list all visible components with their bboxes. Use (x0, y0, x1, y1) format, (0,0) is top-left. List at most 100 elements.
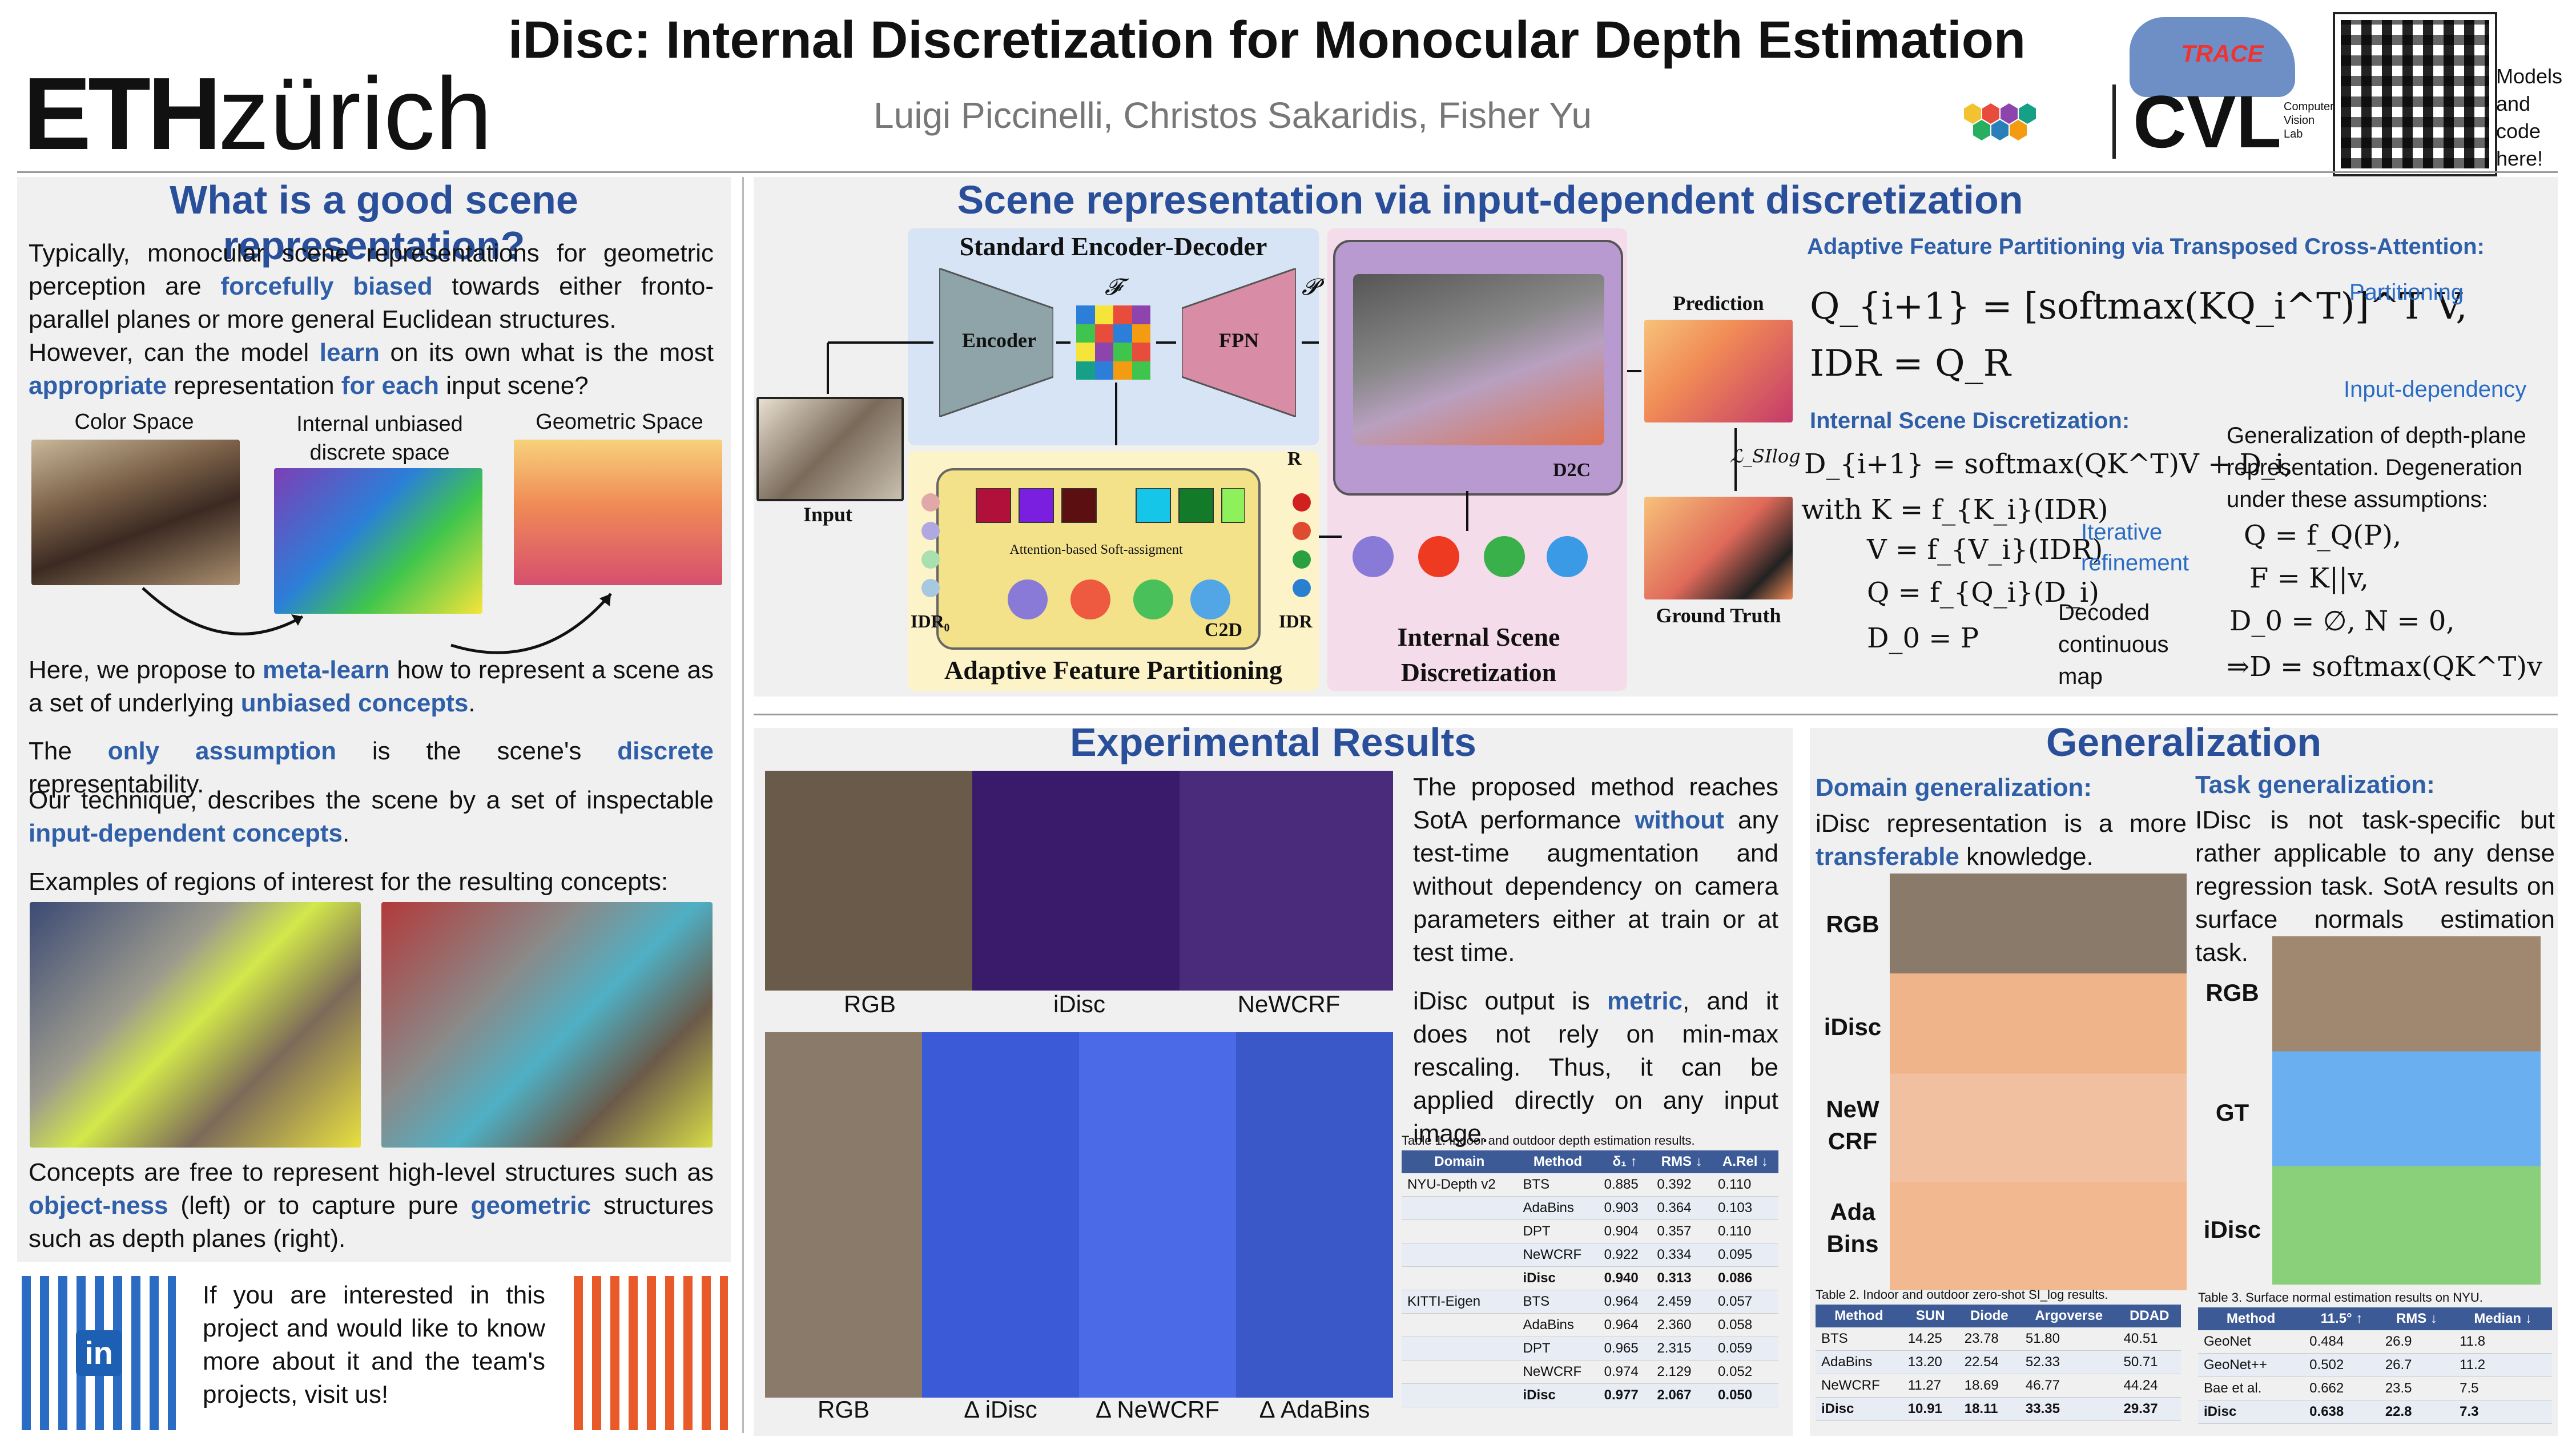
table-row: NeWCRF 0.974 2.129 0.052 (1402, 1360, 1778, 1384)
indoor-results-image (765, 1032, 1393, 1398)
table-row: NeWCRF 11.27 18.69 46.77 44.24 (1816, 1374, 2181, 1398)
table-cell: 7.3 (2454, 1400, 2552, 1424)
table-cell: KITTI-Eigen (1402, 1290, 1518, 1314)
row-idisc-2: iDisc (2203, 1216, 2261, 1243)
table-cell: 0.940 (1598, 1266, 1652, 1290)
table-cell: 0.086 (1712, 1266, 1778, 1290)
idr-label: IDR (1279, 611, 1313, 631)
label-discrete-space: Internal unbiased discrete space (296, 412, 463, 465)
geometric-space-image (514, 440, 722, 585)
table-cell (1402, 1196, 1518, 1220)
table-header-row: Method SUN Diode Argoverse DDAD (1816, 1305, 2181, 1327)
table-row: AdaBins 0.964 2.360 0.058 (1402, 1313, 1778, 1337)
models-note: Models and code here! (2496, 65, 2563, 170)
contact-text: If you are interested in this project an… (203, 1281, 545, 1408)
table-header-cell: Domain (1402, 1150, 1518, 1173)
table-cell: 23.5 (2379, 1376, 2454, 1400)
r-label: R (1287, 448, 1302, 469)
p-symbol: 𝓟 (1302, 274, 1318, 300)
table-cell (1402, 1360, 1518, 1384)
table-cell: 0.059 (1712, 1337, 1778, 1361)
eq-6: Q = f_{Q_i}(D_i) (1867, 577, 2099, 609)
table-row: DPT 0.904 0.357 0.110 (1402, 1219, 1778, 1243)
encoder-shape (939, 268, 1053, 417)
table-cell: 44.24 (2118, 1374, 2181, 1398)
row-newcrf: NeW CRF (1826, 1096, 1879, 1154)
table-header-cell: δ₁ ↑ (1598, 1150, 1652, 1173)
table-header-cell: Method (2198, 1307, 2304, 1330)
fpn-shape (1182, 268, 1296, 417)
domain-gen-images (1890, 874, 2187, 1290)
table-cell: 22.8 (2379, 1400, 2454, 1424)
qr-linkedin[interactable]: in (22, 1276, 176, 1430)
objectness-examples-image (30, 902, 361, 1148)
eq-9: F = K||v, (2249, 562, 2369, 594)
table-row: iDisc 10.91 18.11 33.35 29.37 (1816, 1397, 2181, 1421)
table-cell (1402, 1383, 1518, 1407)
table-cell: 46.77 (2019, 1374, 2118, 1398)
table-cell: 7.5 (2454, 1376, 2552, 1400)
table-cell: 11.2 (2454, 1353, 2552, 1377)
table-cell: 0.903 (1598, 1196, 1652, 1220)
col-rgb-2: RGB (817, 1396, 870, 1423)
honeycomb-icon (1964, 103, 2036, 140)
eq-11: ⇒D = softmax(QK^T)v (2227, 651, 2543, 683)
eq-5: V = f_{V_i}(IDR) (1867, 534, 2103, 566)
idr0-label: IDR₀ (911, 611, 950, 631)
left-section-title: What is a good scene representation? (170, 178, 578, 268)
table-cell: 0.904 (1598, 1219, 1652, 1243)
col-delta-idisc: Δ iDisc (964, 1396, 1037, 1423)
table-cell: 26.9 (2379, 1330, 2454, 1354)
linkedin-icon: in (76, 1330, 122, 1376)
table2: Method SUN Diode Argoverse DDAD BTS 14.25 23.78… (1816, 1305, 2181, 1421)
label-geometric-space: Geometric Space (536, 410, 703, 434)
poster-title: iDisc: Internal Discretization for Monoc… (508, 11, 2026, 69)
table-cell: 0.484 (2304, 1330, 2380, 1354)
flow-arrows (142, 587, 612, 654)
table-row: iDisc 0.977 2.067 0.050 (1402, 1383, 1778, 1407)
table-cell: 0.110 (1712, 1219, 1778, 1243)
table-row: NeWCRF 0.922 0.334 0.095 (1402, 1243, 1778, 1267)
domain-heading: Domain generalization: (1816, 774, 2092, 802)
table-cell: NeWCRF (1517, 1360, 1599, 1384)
table-cell: 50.71 (2118, 1350, 2181, 1374)
task-text: IDisc is not task-specific but rather ap… (2195, 806, 2555, 967)
table-cell: 0.110 (1712, 1173, 1778, 1197)
table3: Method 11.5° ↑ RMS ↓ Median ↓ GeoNet 0.484 26.… (2198, 1307, 2552, 1424)
table1: Domain Method δ₁ ↑ RMS ↓ A.Rel ↓ NYU-Depth v2… (1402, 1150, 1778, 1407)
col-delta-adabins: Δ AdaBins (1259, 1396, 1370, 1423)
afp-title: Adaptive Feature Partitioning (944, 655, 1282, 685)
d2c-visual (1353, 274, 1604, 445)
partitioning-label: Partitioning (2349, 280, 2464, 305)
afp-heading: Adaptive Feature Partitioning via Transp… (1807, 234, 2485, 259)
table-cell: 0.964 (1598, 1313, 1652, 1337)
generalization-title: Generalization (2046, 720, 2322, 764)
table-row: KITTI-Eigen BTS 0.964 2.459 0.057 (1402, 1290, 1778, 1314)
table-header-cell: Method (1816, 1305, 1902, 1327)
cvl-logo: CVL (2112, 84, 2281, 159)
table-cell: iDisc (1517, 1266, 1599, 1290)
prediction-label: Prediction (1673, 292, 1764, 315)
table-cell: NeWCRF (1517, 1243, 1599, 1267)
table-cell: 2.315 (1651, 1337, 1713, 1361)
discrete-space-image (274, 468, 482, 614)
table-row: NYU-Depth v2 BTS 0.885 0.392 0.110 (1402, 1173, 1778, 1197)
row-gt: GT (2215, 1099, 2249, 1126)
table-cell: 0.364 (1651, 1196, 1713, 1220)
table-cell: GeoNet (2198, 1330, 2304, 1354)
table-cell: 0.965 (1598, 1337, 1652, 1361)
table-cell: 0.977 (1598, 1383, 1652, 1407)
feature-grid (1076, 305, 1150, 380)
col-rgb: RGB (843, 991, 896, 1017)
task-heading: Task generalization: (2195, 771, 2435, 799)
qr-team[interactable] (574, 1276, 728, 1430)
table-cell (1402, 1266, 1518, 1290)
outdoor-results-image (765, 771, 1393, 991)
table-cell: 2.360 (1651, 1313, 1713, 1337)
table-cell: AdaBins (1517, 1313, 1599, 1337)
eq-7: D_0 = P (1867, 622, 1979, 654)
table-cell: DPT (1517, 1337, 1599, 1361)
qr-code-models[interactable] (2333, 12, 2497, 176)
table-cell: 2.067 (1651, 1383, 1713, 1407)
eq-4: with K = f_{K_i}(IDR) (1801, 494, 2108, 526)
